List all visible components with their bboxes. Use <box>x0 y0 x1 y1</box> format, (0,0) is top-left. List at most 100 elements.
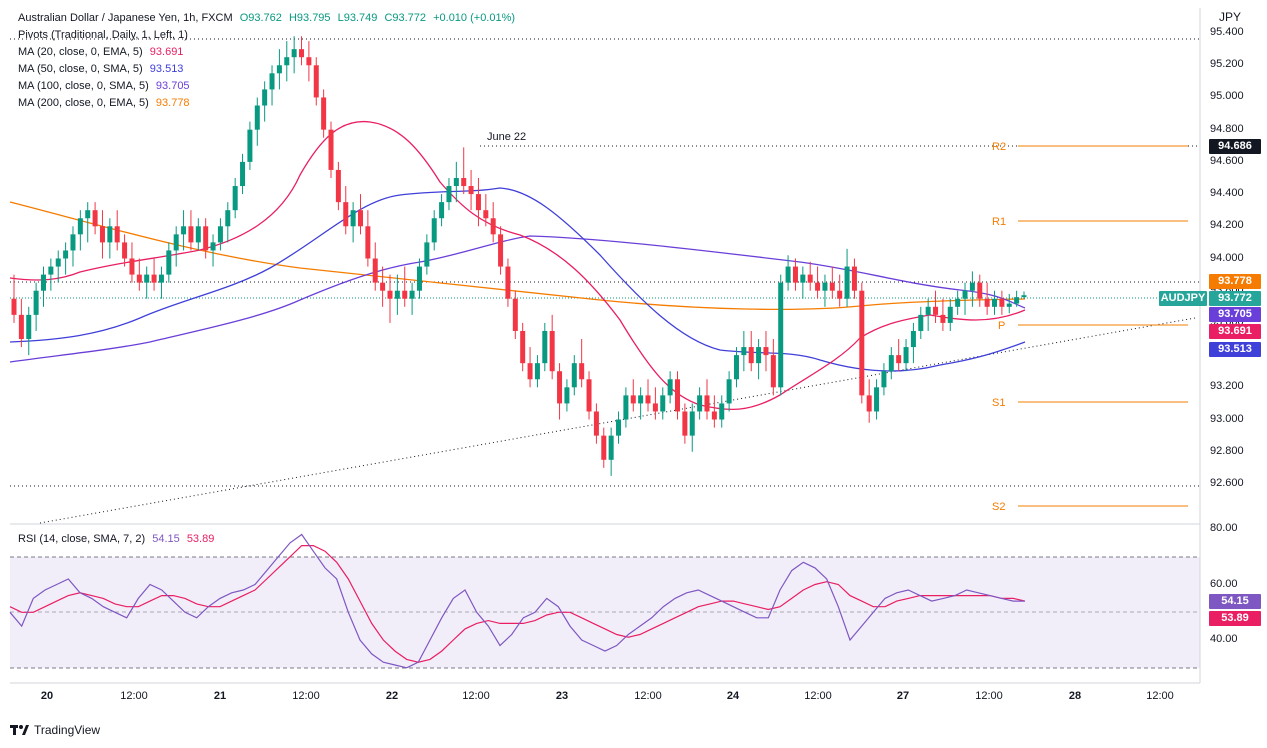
candle[interactable] <box>77 210 83 251</box>
candle[interactable] <box>173 226 179 267</box>
candle[interactable] <box>903 339 909 372</box>
candle[interactable] <box>999 290 1005 315</box>
candle[interactable] <box>11 274 17 323</box>
candle[interactable] <box>851 258 857 299</box>
symbol-title[interactable]: Australian Dollar / Japanese Yen, 1h, FX… <box>18 12 233 24</box>
candle[interactable] <box>520 322 526 372</box>
candle[interactable] <box>475 177 481 227</box>
candle[interactable] <box>579 339 585 388</box>
candle[interactable] <box>210 234 216 267</box>
candle[interactable] <box>144 266 150 299</box>
candle[interactable] <box>918 306 924 340</box>
candle[interactable] <box>158 266 164 299</box>
candle[interactable] <box>623 387 629 428</box>
candle[interactable] <box>984 282 990 315</box>
candle[interactable] <box>217 218 223 251</box>
candle[interactable] <box>704 379 710 420</box>
candle[interactable] <box>1021 291 1027 299</box>
candle[interactable] <box>571 355 577 396</box>
candle[interactable] <box>122 234 128 267</box>
candle[interactable] <box>114 210 120 251</box>
candle[interactable] <box>136 258 142 291</box>
rsi-line[interactable] <box>9 533 1025 669</box>
candle[interactable] <box>748 330 754 372</box>
candle[interactable] <box>689 403 695 452</box>
candle[interactable] <box>284 41 290 82</box>
candle[interactable] <box>800 266 806 299</box>
candle[interactable] <box>667 371 673 404</box>
candle[interactable] <box>439 194 445 227</box>
candle[interactable] <box>630 379 636 412</box>
candle[interactable] <box>542 322 548 372</box>
candle[interactable] <box>195 218 201 251</box>
candle[interactable] <box>269 65 275 106</box>
candle[interactable] <box>240 153 246 195</box>
candle[interactable] <box>874 379 880 420</box>
candle[interactable] <box>815 266 821 299</box>
candle[interactable] <box>726 371 732 412</box>
candle[interactable] <box>262 81 268 122</box>
candle[interactable] <box>778 274 784 396</box>
candle[interactable] <box>321 89 327 138</box>
candle[interactable] <box>232 177 238 219</box>
candle[interactable] <box>719 395 725 428</box>
candle[interactable] <box>92 202 98 235</box>
candle[interactable] <box>394 274 400 315</box>
candle[interactable] <box>350 202 356 243</box>
candle[interactable] <box>616 411 622 444</box>
candle[interactable] <box>881 363 887 396</box>
candle[interactable] <box>638 387 644 420</box>
candle[interactable] <box>446 177 452 211</box>
ma100-line[interactable] <box>9 235 1026 363</box>
candle[interactable] <box>763 330 769 372</box>
candle[interactable] <box>291 36 297 74</box>
candle[interactable] <box>557 363 563 420</box>
candle[interactable] <box>328 121 334 178</box>
candle[interactable] <box>313 57 319 106</box>
candle[interactable] <box>564 379 570 412</box>
candle[interactable] <box>151 258 157 291</box>
candle[interactable] <box>299 36 305 66</box>
candle[interactable] <box>682 403 688 444</box>
candle[interactable] <box>1006 293 1012 314</box>
legend-ma100[interactable]: MA (100, close, 0, SMA, 5) 93.705 <box>18 78 194 94</box>
ma20-line[interactable] <box>9 120 1026 411</box>
candle[interactable] <box>107 218 113 259</box>
candle[interactable] <box>955 290 961 315</box>
candle[interactable] <box>85 202 91 243</box>
candle[interactable] <box>741 330 747 372</box>
candle[interactable] <box>733 347 739 388</box>
candle[interactable] <box>711 395 717 428</box>
candle[interactable] <box>306 41 312 82</box>
candle[interactable] <box>461 147 467 195</box>
candle[interactable] <box>424 234 430 275</box>
candle[interactable] <box>505 258 511 307</box>
candle[interactable] <box>947 298 953 331</box>
candle[interactable] <box>534 355 540 388</box>
candle[interactable] <box>512 290 518 340</box>
candle[interactable] <box>254 97 260 146</box>
candle[interactable] <box>756 339 762 380</box>
candle[interactable] <box>962 282 968 315</box>
candle[interactable] <box>888 347 894 380</box>
candle[interactable] <box>807 261 813 291</box>
candle[interactable] <box>549 314 555 380</box>
candle[interactable] <box>247 121 253 170</box>
candle[interactable] <box>70 226 76 267</box>
legend-pivots[interactable]: Pivots (Traditional, Daily, 1, Left, 1) <box>18 27 192 43</box>
candle[interactable] <box>63 242 69 275</box>
candle[interactable] <box>586 371 592 420</box>
ma200-line[interactable] <box>9 201 1026 311</box>
candle[interactable] <box>188 210 194 251</box>
candle[interactable] <box>601 427 607 468</box>
legend-ma20[interactable]: MA (20, close, 0, EMA, 5) 93.691 <box>18 44 187 60</box>
candle[interactable] <box>402 266 408 307</box>
legend-ma200[interactable]: MA (200, close, 0, EMA, 5) 93.778 <box>18 95 194 111</box>
candle[interactable] <box>129 242 135 283</box>
candle[interactable] <box>276 49 282 90</box>
candle[interactable] <box>866 379 872 423</box>
candle[interactable] <box>940 298 946 331</box>
candle[interactable] <box>896 339 902 372</box>
candle[interactable] <box>697 387 703 420</box>
